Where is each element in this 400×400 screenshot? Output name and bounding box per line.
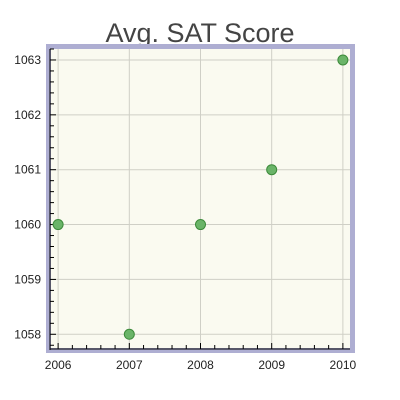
data-point	[123, 328, 135, 340]
data-point	[337, 54, 349, 66]
data-point	[266, 164, 278, 176]
x-tick-label: 2008	[187, 358, 214, 372]
x-tick-label: 2007	[116, 358, 143, 372]
y-tick-label: 1063	[14, 53, 41, 67]
data-point	[52, 219, 64, 231]
x-tick-label: 2009	[258, 358, 285, 372]
x-tick-label: 2006	[45, 358, 72, 372]
axes: 1058 1059 1060 1061 1062 1063 2006 2007 2008 2009…	[14, 48, 357, 372]
y-tick-label: 1062	[14, 108, 41, 122]
y-tick-label: 1058	[14, 327, 41, 341]
y-tick-label: 1061	[14, 163, 41, 177]
data-point	[195, 219, 206, 231]
y-tick-label: 1059	[14, 272, 41, 286]
x-tick-label: 2010	[330, 358, 357, 372]
data-points	[52, 54, 349, 340]
y-tick-label: 1060	[14, 218, 41, 232]
chart-title: Avg. SAT Score	[105, 18, 294, 48]
